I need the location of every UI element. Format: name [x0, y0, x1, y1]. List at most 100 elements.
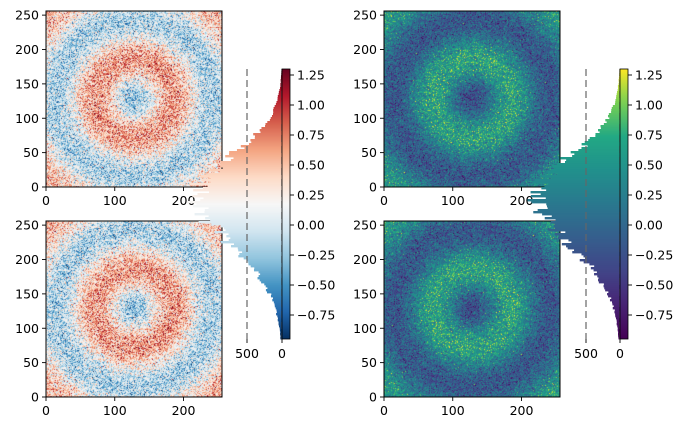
histogram-bar — [277, 317, 282, 320]
y-tick-label: 50 — [361, 145, 377, 160]
histogram-bar — [611, 111, 620, 114]
histogram-bar — [617, 327, 620, 330]
axis-ticks: 0 100 200 0 50 100 150 200 250 — [15, 8, 195, 208]
histogram-bar — [612, 303, 620, 306]
histogram-bars — [527, 69, 620, 340]
histogram-bar — [204, 211, 282, 214]
count-tick-label: 0 — [278, 346, 286, 361]
histogram-bar — [280, 79, 282, 82]
histogram-bar — [546, 189, 620, 192]
histogram-bar — [550, 169, 620, 172]
histogram-bar — [201, 175, 282, 178]
histogram-bar — [214, 231, 282, 234]
y-tick-label: 150 — [15, 286, 39, 301]
histogram-bar — [556, 163, 620, 166]
x-tick-label: 0 — [42, 193, 50, 208]
histogram-bar — [220, 161, 282, 164]
histogram-bar — [197, 193, 282, 196]
histogram-bar — [220, 241, 282, 244]
histogram-bar — [616, 93, 620, 96]
colorbar-tick-label: 1.25 — [635, 68, 663, 83]
histogram-bar — [547, 207, 620, 210]
histogram-bar — [598, 129, 620, 132]
histogram-bar — [587, 145, 620, 148]
histogram-bar — [614, 311, 620, 314]
histogram-bar — [613, 305, 620, 308]
histogram-bar — [584, 141, 620, 144]
histogram-bar — [550, 221, 620, 224]
histogram-bar — [603, 123, 620, 126]
colorbar-tick-label: −0.75 — [297, 308, 335, 323]
histogram-bar — [276, 313, 282, 316]
histogram-bar — [228, 233, 282, 236]
histogram-bar — [248, 143, 282, 146]
histogram-bar — [258, 275, 282, 278]
histogram-bar — [557, 237, 620, 240]
histogram-bar — [617, 91, 620, 94]
histogram-bar — [603, 285, 620, 288]
histogram-bar — [611, 109, 620, 112]
histogram-bar — [561, 243, 620, 246]
histogram-bar — [596, 271, 620, 274]
histogram-bar — [549, 183, 620, 186]
histogram-bar — [616, 95, 620, 98]
colorbar-tick-label: 1.25 — [297, 68, 325, 83]
histogram-bar — [238, 255, 282, 258]
histogram-bar — [226, 235, 282, 238]
colorbar-tick-label: −0.25 — [297, 248, 335, 263]
histogram-bar — [531, 201, 620, 204]
histogram-bar — [251, 141, 282, 144]
histogram-bar — [277, 319, 282, 322]
histogram-bar — [265, 285, 282, 288]
colorbar-tick-label: 0.75 — [635, 128, 663, 143]
histogram-bar — [558, 235, 620, 238]
histogram-bar — [207, 173, 282, 176]
histogram-bar — [222, 167, 282, 170]
histogram-bar — [250, 139, 282, 142]
histogram-bar — [242, 251, 282, 254]
histogram-bar — [542, 213, 620, 216]
histogram-bar — [254, 267, 282, 270]
histogram-bar — [614, 309, 620, 312]
histogram-bar — [196, 203, 282, 206]
histogram-bar — [566, 159, 620, 162]
histogram-bar — [194, 213, 282, 216]
histogram-bar — [617, 329, 620, 332]
histogram-bar — [547, 171, 620, 174]
histogram-bar — [611, 297, 620, 300]
histogram-bar — [611, 107, 620, 110]
colorbar-tick-label: 0.25 — [297, 188, 325, 203]
histogram-bar — [604, 287, 620, 290]
x-tick-label: 100 — [103, 193, 127, 208]
histogram-bar — [265, 289, 282, 292]
histogram-bar — [618, 83, 620, 86]
histogram-bar — [254, 135, 282, 138]
heatmap-rdbu-top: 0 100 200 0 50 100 150 200 250 — [15, 8, 223, 208]
histogram-bar — [572, 155, 620, 158]
histogram-bar — [225, 229, 282, 232]
histogram-bar — [250, 265, 282, 268]
colorbar-tick-label: −0.75 — [635, 308, 673, 323]
histogram-bar — [264, 283, 282, 286]
histogram-bar — [267, 291, 282, 294]
x-tick-label: 200 — [172, 403, 196, 418]
histogram-bar — [557, 173, 620, 176]
histogram-bar — [239, 253, 282, 256]
histogram-bar — [220, 165, 282, 168]
y-tick-label: 100 — [353, 321, 377, 336]
histogram-bar — [205, 217, 282, 220]
x-tick-label: 200 — [510, 193, 534, 208]
histogram-bar — [253, 133, 282, 136]
histogram-bar — [618, 333, 620, 336]
histogram-bar — [267, 287, 282, 290]
x-tick-label: 0 — [42, 403, 50, 418]
x-tick-label: 0 — [380, 403, 388, 418]
histogram-bar — [273, 107, 282, 110]
y-tick-label: 0 — [369, 390, 377, 405]
histogram-bar — [603, 283, 620, 286]
histogram-bar — [271, 293, 282, 296]
histogram-bar — [537, 209, 620, 212]
histogram-bar — [258, 271, 282, 274]
histogram-bar — [534, 179, 620, 182]
